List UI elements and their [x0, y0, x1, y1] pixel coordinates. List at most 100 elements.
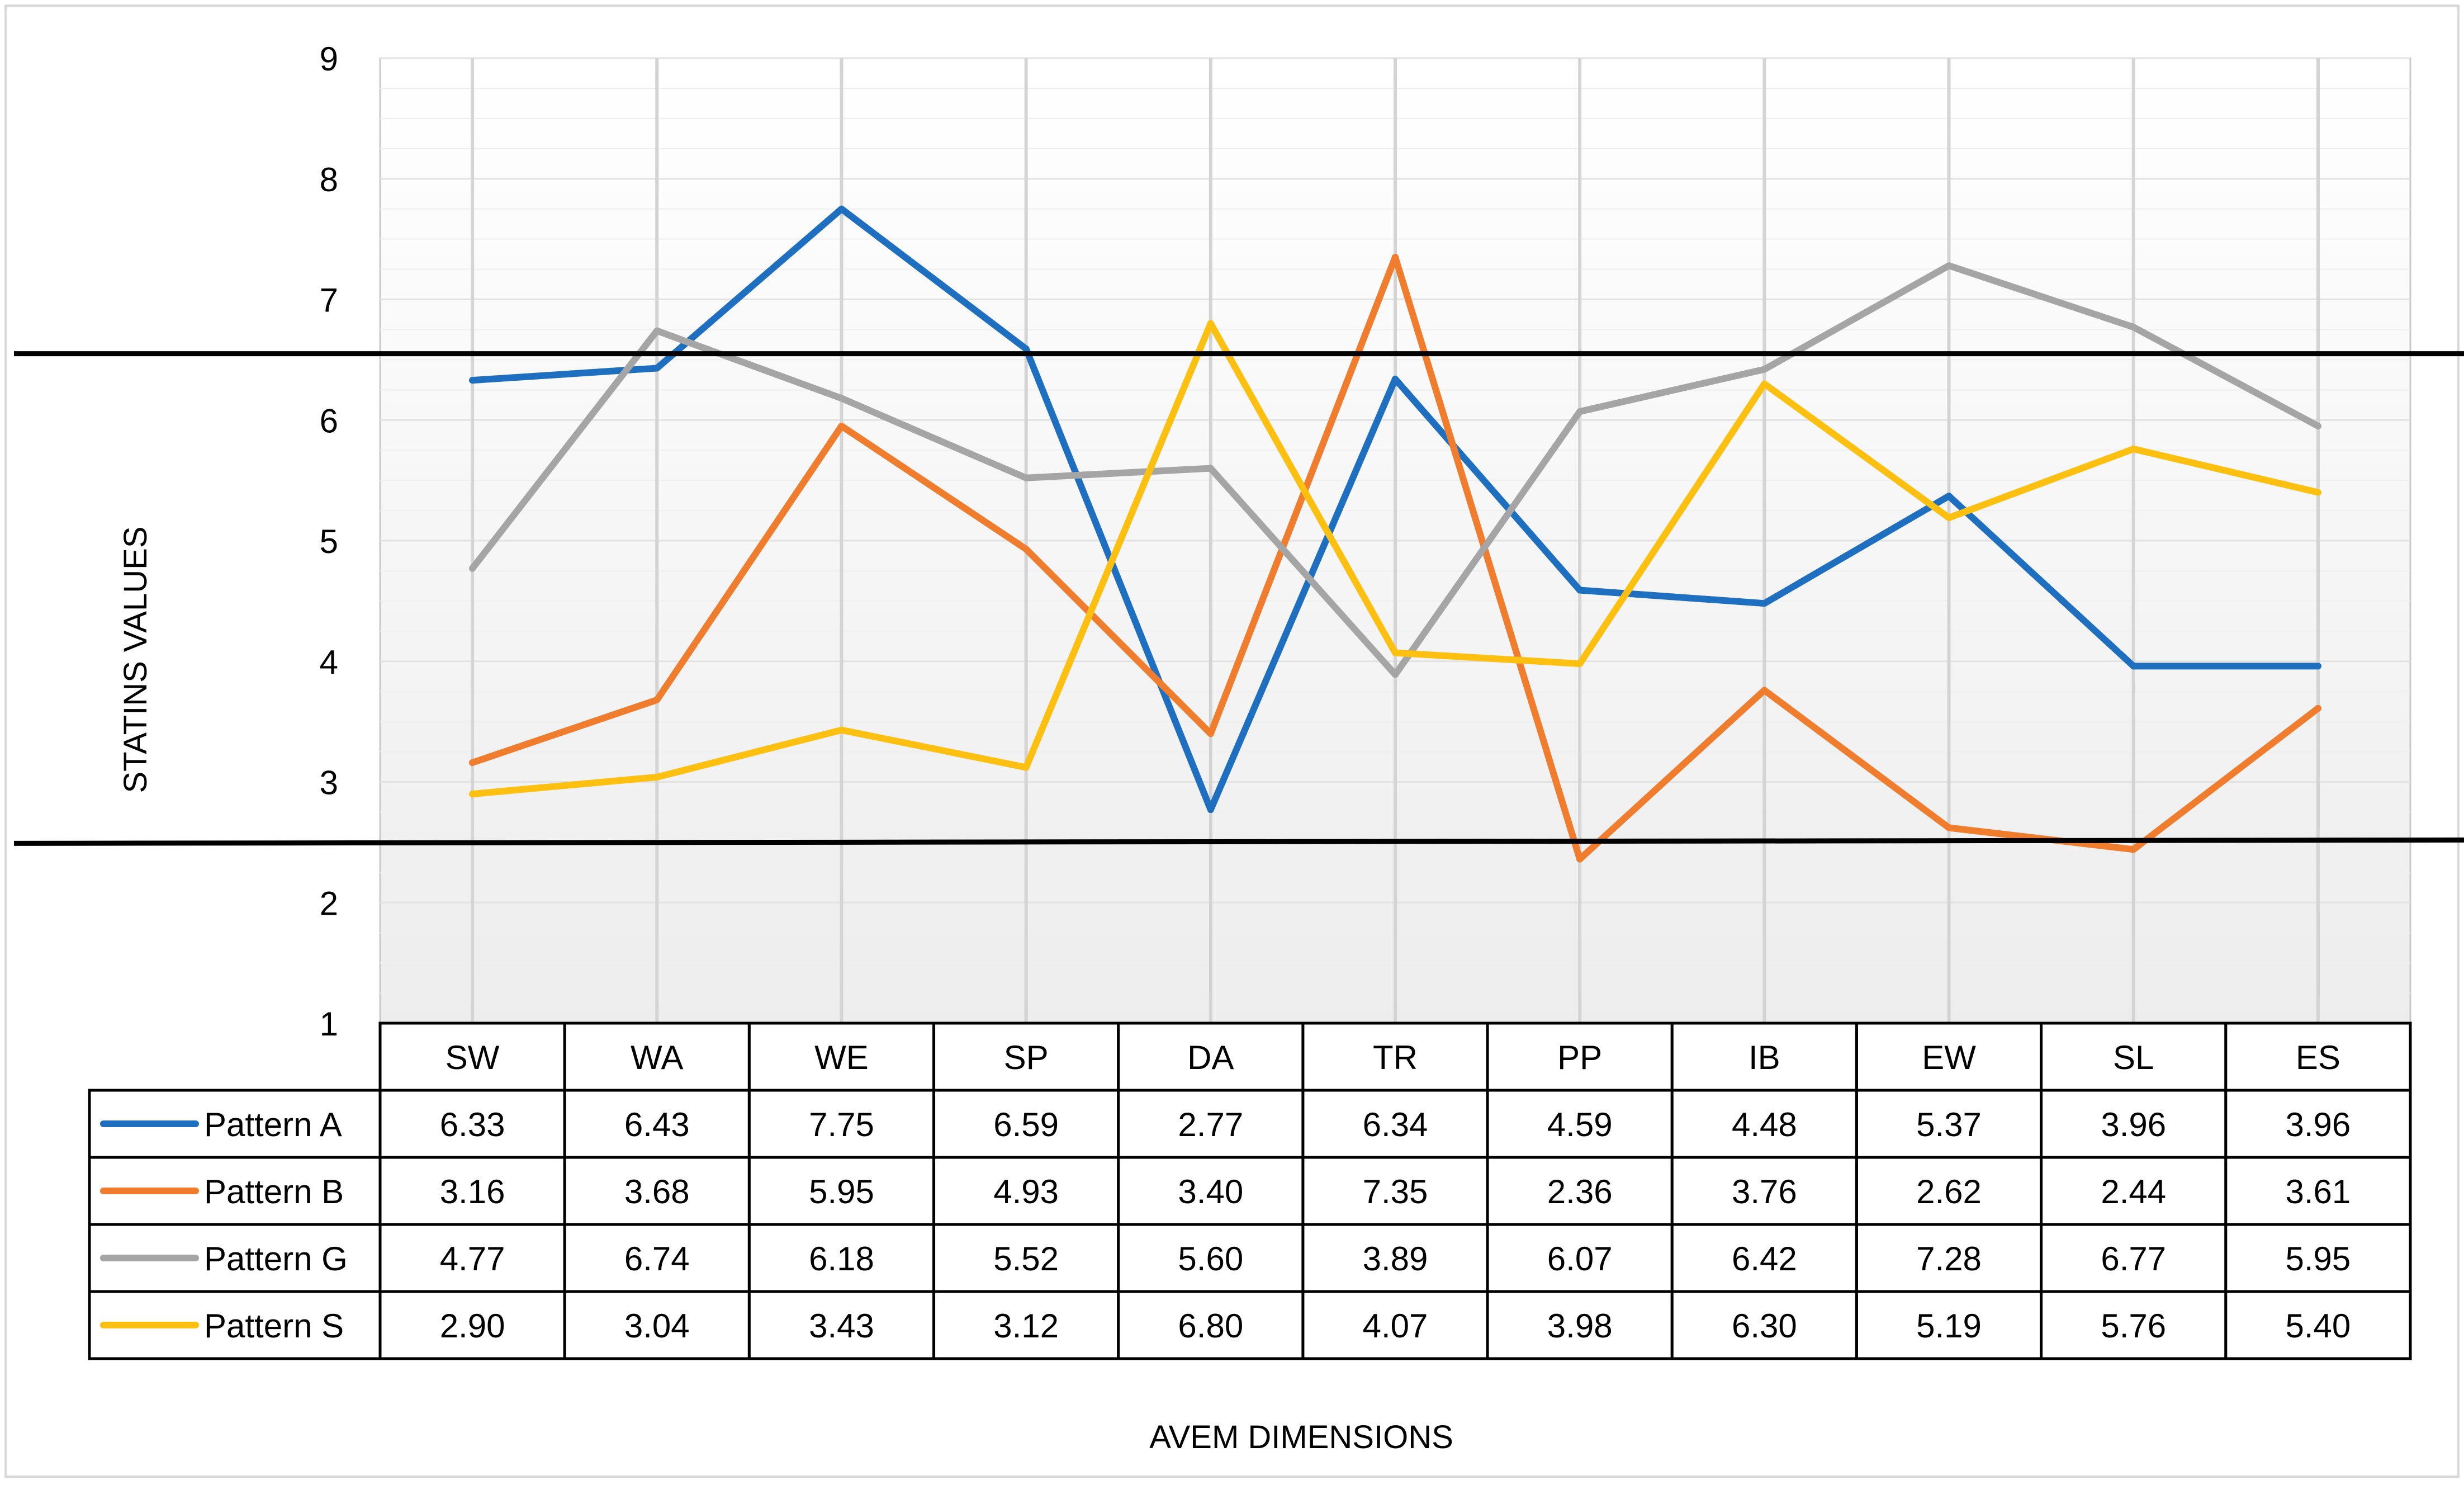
table-cell	[2224, 1223, 2412, 1293]
data-point-pattern-g	[2130, 324, 2137, 331]
data-point-pattern-g	[838, 395, 845, 402]
x-tick-label-pp: PP	[1557, 1039, 1602, 1076]
data-label-pattern-a: 6.34	[1363, 1106, 1428, 1143]
data-label-pattern-g: 6.42	[1732, 1240, 1797, 1278]
data-point-pattern-b	[653, 696, 661, 703]
data-label-pattern-g: 5.95	[2286, 1240, 2351, 1278]
data-label-pattern-s: 5.76	[2101, 1307, 2166, 1345]
y-tick-label: 4	[320, 644, 338, 681]
data-label-pattern-s: 2.90	[440, 1307, 505, 1345]
y-tick-label: 2	[320, 885, 338, 922]
data-point-pattern-s	[1761, 380, 1768, 387]
data-label-pattern-g: 6.18	[809, 1240, 874, 1278]
data-label-pattern-a: 6.33	[440, 1106, 505, 1143]
table-cell	[932, 1089, 1120, 1159]
data-label-pattern-a: 5.37	[1916, 1106, 1982, 1143]
data-label-pattern-a: 7.75	[809, 1106, 874, 1143]
y-tick-label: 3	[320, 764, 338, 802]
table-cell	[1486, 1156, 1674, 1226]
data-point-pattern-s	[2130, 446, 2137, 453]
legend-label-pattern-b: Pattern B	[204, 1173, 344, 1210]
data-label-pattern-g: 6.77	[2101, 1240, 2166, 1278]
table-cell	[2040, 1223, 2228, 1293]
vertical-gridlines	[471, 58, 2320, 1023]
data-point-pattern-g	[1207, 465, 1214, 472]
table-cell	[1301, 1089, 1489, 1159]
table-cell	[747, 1156, 936, 1226]
data-point-pattern-g	[1945, 262, 1953, 269]
x-axis-label: AVEM DIMENSIONS	[1149, 1419, 1453, 1455]
data-point-pattern-a	[1022, 345, 1030, 352]
data-label-pattern-b: 2.62	[1916, 1173, 1982, 1210]
data-point-pattern-s	[653, 773, 661, 781]
table-cell	[1301, 1290, 1489, 1360]
data-label-pattern-b: 7.35	[1363, 1173, 1428, 1210]
data-label-pattern-a: 3.96	[2101, 1106, 2166, 1143]
data-label-pattern-s: 6.80	[1178, 1307, 1243, 1345]
data-label-pattern-g: 5.60	[1178, 1240, 1243, 1278]
data-label-pattern-a: 6.43	[624, 1106, 690, 1143]
table-cell	[932, 1156, 1120, 1226]
data-point-pattern-b	[2130, 846, 2137, 853]
data-point-pattern-a	[2314, 663, 2321, 670]
x-tick-label-we: WE	[814, 1039, 869, 1076]
table-header-cell	[1670, 1021, 1858, 1092]
legend-label-pattern-g: Pattern G	[204, 1240, 348, 1278]
table-cell	[563, 1089, 751, 1159]
y-tick-label: 1	[320, 1005, 338, 1043]
table-cell	[1855, 1089, 2043, 1159]
data-label-pattern-g: 3.89	[1363, 1240, 1428, 1278]
data-label-pattern-b: 2.36	[1547, 1173, 1613, 1210]
data-point-pattern-s	[1392, 649, 1399, 656]
x-tick-label-ib: IB	[1749, 1039, 1780, 1076]
table-cell	[1117, 1223, 1305, 1293]
table-cell	[2224, 1156, 2412, 1226]
data-label-pattern-s: 3.98	[1547, 1307, 1613, 1345]
data-point-pattern-a	[1945, 493, 1953, 500]
data-point-pattern-g	[1392, 671, 1399, 678]
y-axis-tick-labels: 1 2 3 4 5 6 7 8 9	[320, 40, 338, 1043]
reference-lines	[13, 351, 2464, 846]
legend-label-pattern-s: Pattern S	[204, 1307, 344, 1345]
table-header-cell	[1117, 1021, 1305, 1092]
data-label-pattern-g: 6.07	[1547, 1240, 1613, 1278]
data-label-pattern-g: 6.74	[624, 1240, 690, 1278]
data-label-pattern-b: 2.44	[2101, 1173, 2166, 1210]
data-point-pattern-s	[469, 791, 476, 798]
table-header-cell	[1301, 1021, 1489, 1092]
data-table: SW WA WE SP DA TR PP IB EW SL ES Pattern A 6.33 6.43 7…	[88, 1021, 2412, 1360]
series-lines	[469, 205, 2321, 863]
y-tick-label: 7	[320, 282, 338, 319]
y-tick-label: 9	[320, 40, 338, 78]
data-point-pattern-b	[1761, 687, 1768, 694]
data-label-pattern-a: 4.48	[1732, 1106, 1797, 1143]
data-label-pattern-s: 5.40	[2286, 1307, 2351, 1345]
data-point-pattern-s	[838, 726, 845, 734]
data-label-pattern-s: 6.30	[1732, 1307, 1797, 1345]
table-cell	[2040, 1089, 2228, 1159]
data-point-pattern-b	[469, 759, 476, 766]
data-label-pattern-b: 3.40	[1178, 1173, 1243, 1210]
x-tick-label-sl: SL	[2113, 1039, 2154, 1076]
data-point-pattern-b	[1945, 824, 1953, 831]
data-label-pattern-g: 4.77	[440, 1240, 505, 1278]
data-label-pattern-s: 5.19	[1916, 1307, 1982, 1345]
y-axis-label: STATINS VALUES	[117, 527, 154, 793]
data-label-pattern-s: 4.07	[1363, 1307, 1428, 1345]
data-point-pattern-a	[1761, 600, 1768, 607]
table-cell	[1855, 1223, 2043, 1293]
x-tick-label-da: DA	[1187, 1039, 1234, 1076]
table-cell	[378, 1223, 566, 1293]
legend-cell-pattern-s	[88, 1290, 382, 1360]
data-point-pattern-b	[1022, 546, 1030, 553]
data-point-pattern-g	[1022, 474, 1030, 481]
data-point-pattern-g	[1576, 408, 1584, 415]
data-label-pattern-b: 3.68	[624, 1173, 690, 1210]
data-point-pattern-g	[653, 327, 661, 334]
table-cell	[563, 1290, 751, 1360]
data-point-pattern-a	[838, 205, 845, 212]
data-point-pattern-a	[1576, 587, 1584, 594]
data-point-pattern-s	[1022, 764, 1030, 771]
data-point-pattern-s	[1945, 514, 1953, 522]
table-cell	[1117, 1290, 1305, 1360]
